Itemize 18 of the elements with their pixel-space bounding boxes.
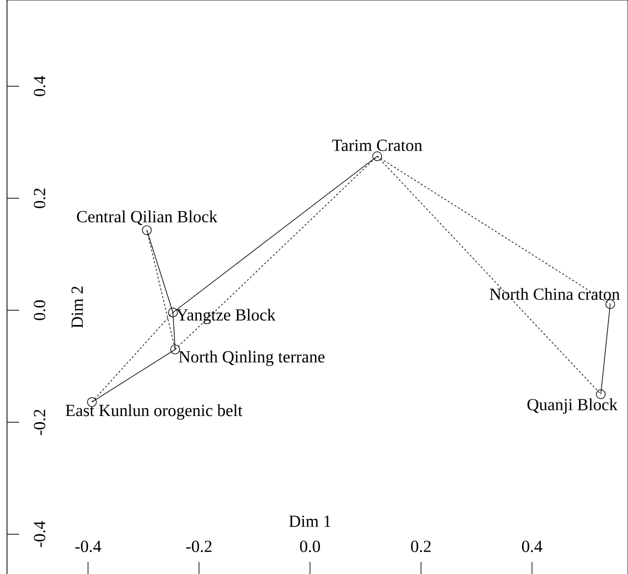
x-tick-label: 0.0 (300, 540, 320, 552)
y-tick-label: -0.2 (34, 410, 46, 436)
y-tick-label: 0.0 (34, 300, 46, 320)
annotation: East Kunlun orogenic belt (66, 404, 242, 420)
y-tick-label: 0.4 (34, 76, 46, 96)
y-axis-title: Dim 2 (72, 286, 83, 328)
annotation: North China craton (490, 288, 620, 300)
x-axis-title: Dim 1 (289, 516, 330, 527)
annotation: Tarim Craton (332, 140, 422, 152)
annotation: North Qinling terrane (178, 350, 325, 366)
annotation: Yangtze Block (176, 308, 276, 324)
y-tick-label: 0.2 (34, 188, 46, 208)
annotation: Central Qilian Block (76, 210, 218, 225)
annotation: Quanji Block (527, 398, 618, 414)
x-tick-label: -0.4 (75, 540, 102, 552)
x-tick-label: 0.2 (411, 540, 431, 552)
x-tick-label: -0.2 (186, 540, 212, 552)
x-tick-label: 0.4 (522, 540, 542, 552)
